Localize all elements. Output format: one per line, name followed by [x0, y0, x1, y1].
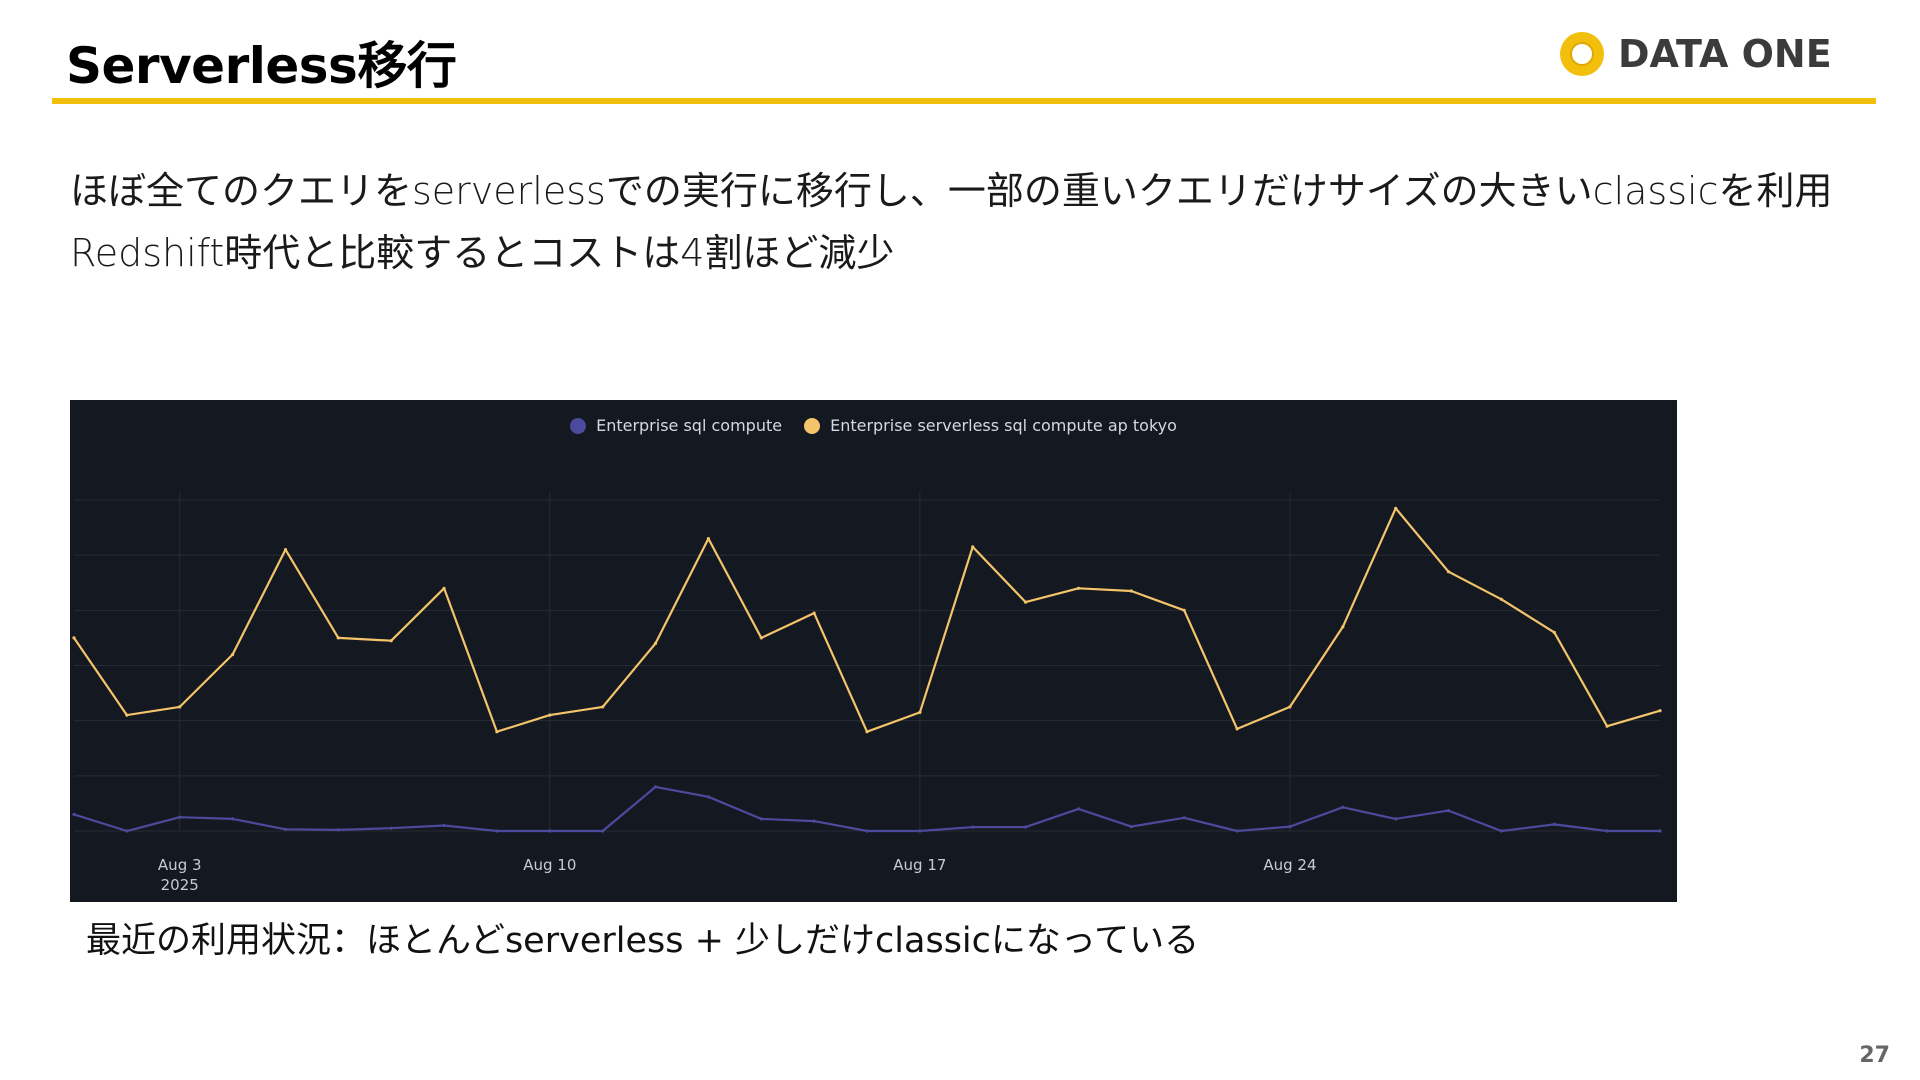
data-point [389, 639, 393, 643]
data-point [495, 730, 499, 734]
x-tick-label: Aug 10 [523, 856, 576, 874]
data-point [1658, 829, 1662, 833]
legend-item-serverless[interactable]: Enterprise serverless sql compute ap tok… [804, 416, 1177, 435]
data-point [1129, 589, 1133, 593]
data-point [1129, 825, 1133, 829]
data-point [283, 548, 288, 552]
data-point [971, 545, 975, 549]
data-point [1394, 817, 1398, 821]
series-line-classic [73, 785, 1660, 833]
legend-label-serverless: Enterprise serverless sql compute ap tok… [830, 416, 1177, 435]
data-point [336, 828, 340, 832]
data-point [178, 815, 182, 819]
data-point [495, 829, 499, 833]
data-point [653, 641, 658, 645]
data-point [389, 826, 393, 830]
chart-legend: Enterprise sql compute Enterprise server… [70, 416, 1677, 435]
data-point [1658, 709, 1662, 713]
data-point [653, 785, 658, 789]
data-point [1076, 807, 1081, 811]
body-line-2: Redshift時代と比較するとコストは4割ほど減少 [70, 231, 895, 275]
data-point [1288, 825, 1292, 829]
logo-text: DATA ONE [1618, 32, 1832, 76]
data-point [1552, 630, 1556, 634]
x-tick-label: Aug 24 [1263, 856, 1316, 874]
data-point [336, 636, 340, 640]
data-point [1446, 809, 1451, 813]
data-point [1182, 608, 1186, 612]
legend-label-classic: Enterprise sql compute [596, 416, 783, 435]
data-point [601, 829, 605, 833]
data-point [442, 586, 446, 590]
series-line-serverless [73, 507, 1661, 733]
chart-plot: Aug 3 2025 Aug 10 Aug 17 Aug 24 [72, 492, 1662, 894]
data-point [1499, 829, 1503, 833]
data-point [759, 636, 763, 640]
logo-ring-icon [1560, 32, 1604, 76]
body-text: ほぼ全てのクエリをserverlessでの実行に移行し、一部の重いクエリだけサイ… [70, 160, 1832, 284]
data-point [1024, 825, 1028, 829]
data-point [283, 827, 288, 831]
chart-caption: 最近の利用状況：ほとんどserverless + 少しだけclassicになって… [86, 921, 1200, 961]
x-tick-label: Aug 17 [893, 856, 946, 874]
data-point [706, 537, 711, 541]
data-point [1341, 805, 1345, 809]
legend-swatch-classic [570, 417, 587, 434]
page-number: 27 [1859, 1043, 1890, 1068]
data-one-logo: DATA ONE [1558, 30, 1832, 78]
data-point [1288, 705, 1292, 709]
data-point [1394, 506, 1398, 510]
x-tick-sublabel: 2025 [161, 876, 199, 894]
title-underline [52, 98, 1876, 104]
data-point [601, 705, 605, 709]
data-point [1552, 822, 1556, 826]
usage-chart: Enterprise sql compute Enterprise server… [70, 400, 1677, 902]
data-point [231, 652, 235, 657]
x-tick-label: Aug 3 [158, 856, 202, 874]
data-point [812, 611, 816, 615]
slide-title: Serverless移行 [66, 37, 457, 95]
body-line-1: ほぼ全てのクエリをserverlessでの実行に移行し、一部の重いクエリだけサイ… [70, 169, 1833, 213]
data-point [442, 823, 446, 828]
data-point [1024, 600, 1028, 604]
data-point [1446, 570, 1451, 574]
data-point [125, 829, 129, 833]
data-point [1235, 829, 1239, 833]
data-point [865, 829, 869, 833]
data-point [1076, 586, 1081, 590]
data-point [548, 713, 552, 717]
data-point [72, 636, 76, 640]
data-point [865, 730, 869, 734]
data-point [1235, 727, 1239, 731]
data-point [812, 819, 816, 823]
data-point [1605, 829, 1609, 833]
legend-item-classic[interactable]: Enterprise sql compute [570, 416, 782, 435]
data-point [759, 817, 763, 821]
data-point [1182, 816, 1186, 820]
data-point [1605, 724, 1609, 728]
data-point [231, 817, 235, 821]
data-point [706, 795, 711, 799]
data-point [548, 829, 552, 833]
data-point [178, 705, 182, 709]
legend-swatch-serverless [804, 417, 821, 434]
data-point [918, 710, 922, 714]
data-point [971, 825, 975, 829]
data-point [125, 713, 129, 717]
data-point [72, 812, 76, 816]
data-point [918, 829, 922, 833]
data-point [1341, 625, 1345, 629]
data-point [1499, 597, 1503, 601]
